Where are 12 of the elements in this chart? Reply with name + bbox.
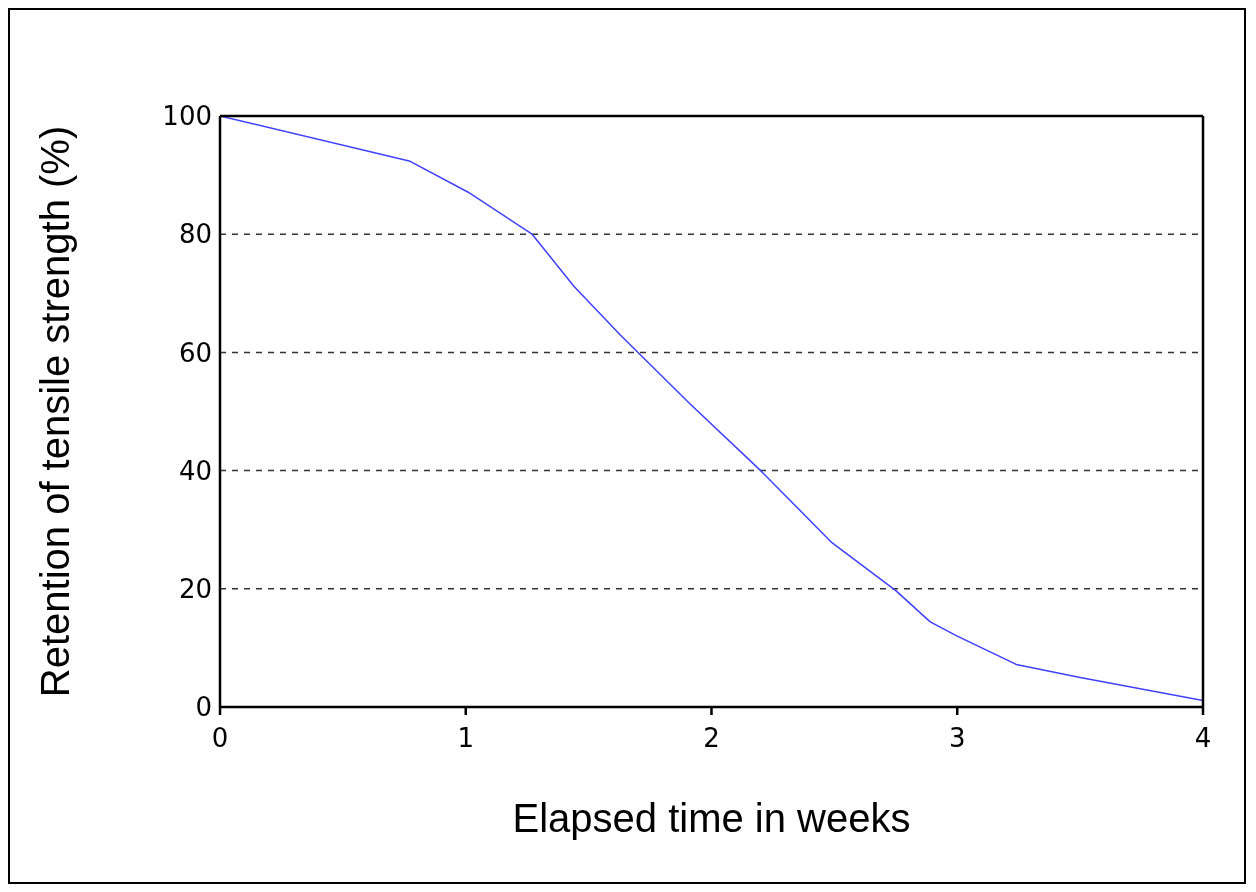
y-tick-label: 20 <box>178 574 212 605</box>
x-tick-label: 2 <box>703 723 720 754</box>
x-tick-label: 3 <box>948 723 966 754</box>
y-tick-label: 80 <box>178 219 212 250</box>
y-tick-label: 40 <box>178 455 212 486</box>
x-axis-title: Elapsed time in weeks <box>512 796 911 840</box>
x-tick-label: 4 <box>1194 723 1212 754</box>
x-tick-label: 1 <box>457 723 475 754</box>
y-tick-label: 60 <box>178 337 212 368</box>
y-tick-label: 100 <box>162 101 212 132</box>
y-tick-label: 0 <box>195 692 212 723</box>
y-axis-title: Retention of tensile strength (%) <box>33 125 78 698</box>
